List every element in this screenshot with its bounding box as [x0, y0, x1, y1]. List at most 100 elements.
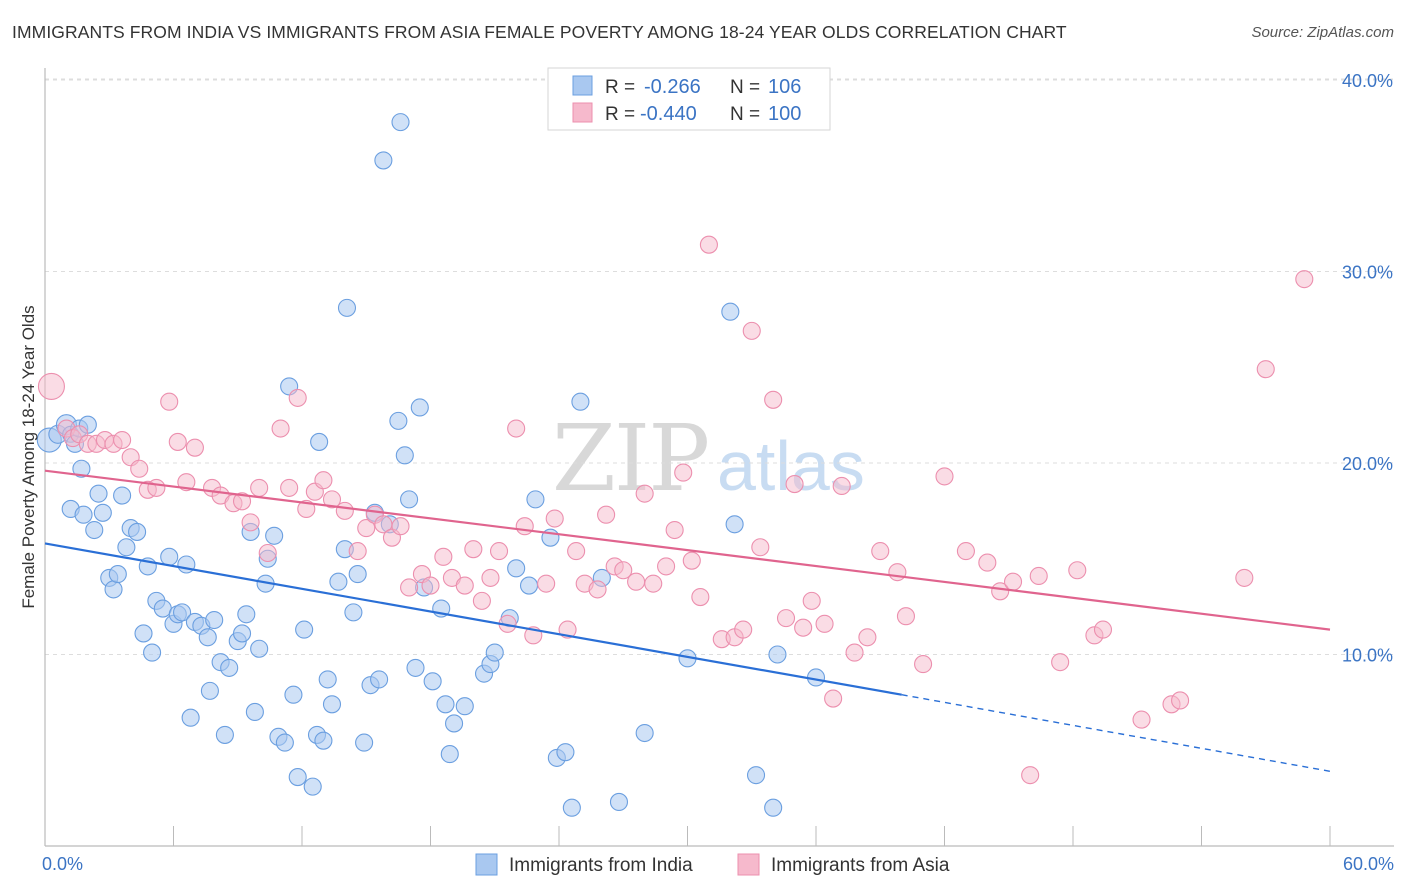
chart-title: IMMIGRANTS FROM INDIA VS IMMIGRANTS FROM…	[12, 22, 1067, 42]
asia-point	[250, 478, 269, 497]
india-point	[436, 695, 455, 714]
asia-point	[1093, 620, 1113, 639]
legend-n-label-india: N =	[730, 77, 760, 98]
india-point	[746, 766, 766, 785]
asia-point	[258, 543, 277, 563]
x-tick-label-max: 60.0%	[1343, 854, 1394, 874]
legend-n-label-asia: N =	[730, 104, 760, 125]
asia-point	[1068, 561, 1087, 580]
asia-point	[991, 582, 1010, 601]
y-axis-label: Female Poverty Among 18-24 Year Olds	[19, 305, 38, 608]
asia-point	[288, 388, 307, 407]
india-point	[173, 603, 192, 622]
india-point	[284, 685, 303, 704]
india-point	[322, 695, 342, 714]
asia-point	[185, 438, 204, 457]
asia-point	[751, 538, 770, 557]
asia-point	[421, 576, 440, 595]
y-tick-labels: 10.0% 20.0% 30.0% 40.0%	[1342, 71, 1393, 666]
series-india-points	[36, 113, 826, 817]
legend: R = -0.266 N = 106 R = -0.440 N = 100	[547, 67, 831, 131]
asia-point	[297, 499, 316, 519]
india-point	[764, 798, 783, 817]
india-point	[113, 486, 132, 505]
india-point	[74, 505, 93, 524]
india-point	[265, 526, 284, 545]
legend-r-label-asia: R =	[605, 104, 635, 125]
india-point	[303, 777, 322, 796]
asia-point	[168, 432, 187, 451]
india-point	[391, 113, 410, 132]
india-point	[400, 490, 419, 509]
y-tick-label-0: 10.0%	[1342, 646, 1393, 666]
asia-point	[627, 572, 646, 591]
asia-point	[815, 614, 834, 633]
india-point	[556, 743, 575, 762]
asia-point	[464, 540, 483, 559]
asia-point	[871, 542, 890, 561]
asia-point	[978, 553, 997, 572]
asia-point	[657, 557, 676, 576]
asia-point	[956, 542, 975, 561]
india-point	[310, 432, 329, 451]
asia-point	[764, 390, 783, 409]
asia-point	[691, 587, 710, 607]
asia-point	[914, 655, 933, 674]
asia-point	[1256, 360, 1275, 379]
legend-r-label-india: R =	[605, 77, 635, 98]
asia-point	[858, 628, 877, 647]
bottom-legend: Immigrants from India Immigrants from As…	[475, 853, 950, 876]
asia-point	[455, 576, 474, 595]
india-point	[485, 643, 504, 662]
asia-point	[130, 459, 149, 478]
india-point	[519, 576, 539, 595]
india-point	[117, 538, 136, 557]
watermark: ZIP atlas	[552, 405, 865, 512]
asia-point	[776, 609, 796, 628]
asia-point	[665, 520, 684, 540]
india-point	[374, 151, 393, 170]
india-point	[72, 459, 91, 478]
asia-point	[742, 321, 761, 340]
india-point	[245, 702, 264, 722]
india-point	[198, 628, 217, 647]
svg-text:ZIP: ZIP	[552, 405, 708, 512]
india-point	[237, 605, 256, 624]
legend-r-value-india: -0.266	[644, 76, 701, 98]
bottom-legend-label-asia: Immigrants from Asia	[771, 855, 950, 876]
asia-point	[888, 563, 907, 582]
asia-point	[1003, 572, 1023, 591]
asia-point	[644, 574, 663, 593]
asia-point	[802, 591, 821, 610]
india-point	[250, 639, 269, 658]
bottom-legend-swatch-india	[475, 853, 498, 876]
legend-swatch-india	[572, 75, 593, 96]
y-tick-label-3: 40.0%	[1342, 71, 1393, 91]
asia-point	[348, 542, 367, 561]
india-point	[768, 645, 787, 664]
india-point	[108, 565, 127, 584]
asia-point	[472, 591, 491, 610]
india-point	[220, 658, 239, 677]
axes	[44, 68, 1394, 847]
asia-point	[241, 513, 260, 532]
asia-point	[734, 620, 753, 639]
india-point	[318, 670, 337, 689]
india-point	[134, 624, 153, 643]
india-point	[85, 520, 104, 540]
asia-point	[845, 643, 864, 662]
india-point	[725, 515, 744, 534]
asia-point	[635, 484, 654, 503]
gridlines	[45, 78, 1394, 655]
india-point	[181, 708, 200, 727]
india-point	[89, 484, 108, 503]
asia-point	[1171, 691, 1190, 710]
y-tick-label-1: 20.0%	[1342, 454, 1393, 474]
bottom-legend-label-india: Immigrants from India	[509, 855, 693, 876]
legend-n-value-india: 106	[768, 76, 801, 98]
asia-point	[489, 542, 509, 561]
india-point	[395, 446, 414, 465]
india-point	[445, 714, 464, 733]
india-point	[205, 610, 224, 630]
